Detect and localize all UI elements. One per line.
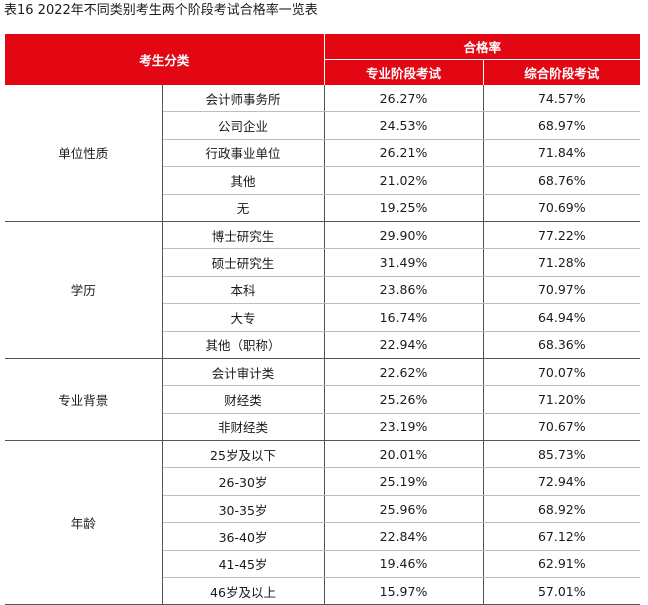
row-label: 会计师事务所 [162, 85, 325, 113]
table-row: 36-40岁 22.84% 67.12% [5, 522, 641, 551]
professional-rate: 29.90% [324, 221, 484, 250]
comprehensive-rate: 67.12% [483, 522, 641, 551]
professional-rate: 24.53% [324, 111, 484, 140]
table-row: 公司企业 24.53% 68.97% [5, 111, 641, 140]
comprehensive-rate: 74.57% [483, 85, 641, 113]
row-label: 26-30岁 [162, 467, 325, 496]
header-professional-stage: 专业阶段考试 [324, 59, 484, 85]
professional-rate: 21.02% [324, 166, 484, 195]
comprehensive-rate: 70.67% [483, 413, 641, 442]
row-label: 博士研究生 [162, 221, 325, 250]
professional-rate: 20.01% [324, 440, 484, 469]
table-header: 考生分类 合格率 专业阶段考试 综合阶段考试 [5, 34, 641, 85]
row-label: 财经类 [162, 385, 325, 414]
table-row: 财经类 25.26% 71.20% [5, 385, 641, 414]
professional-rate: 25.26% [324, 385, 484, 414]
table-row: 26-30岁 25.19% 72.94% [5, 467, 641, 496]
comprehensive-rate: 72.94% [483, 467, 641, 496]
header-pass-rate: 合格率 [324, 34, 641, 60]
table-row: 非财经类 23.19% 70.67% [5, 413, 641, 442]
professional-rate: 26.21% [324, 139, 484, 168]
comprehensive-rate: 70.69% [483, 194, 641, 222]
pass-rate-table: 考生分类 合格率 专业阶段考试 综合阶段考试 单位性质 会计师事务所 26.27% 7… [5, 34, 641, 605]
table-row: 年龄 25岁及以下 20.01% 85.73% [5, 440, 641, 605]
table-row: 行政事业单位 26.21% 71.84% [5, 139, 641, 168]
table-row: 单位性质 会计师事务所 26.27% 74.57% [5, 85, 641, 222]
professional-rate: 23.86% [324, 276, 484, 305]
header-category: 考生分类 [5, 34, 325, 85]
comprehensive-rate: 64.94% [483, 303, 641, 332]
professional-rate: 26.27% [324, 85, 484, 113]
comprehensive-rate: 71.84% [483, 139, 641, 168]
group-label: 专业背景 [5, 358, 163, 442]
row-label: 行政事业单位 [162, 139, 325, 168]
professional-rate: 22.84% [324, 522, 484, 551]
row-label: 36-40岁 [162, 522, 325, 551]
row-label: 非财经类 [162, 413, 325, 442]
comprehensive-rate: 68.97% [483, 111, 641, 140]
table-body: 单位性质 会计师事务所 26.27% 74.57% 公司企业 24.53% 68.97% 行政… [5, 85, 641, 605]
comprehensive-rate: 70.07% [483, 358, 641, 387]
comprehensive-rate: 68.36% [483, 331, 641, 359]
row-label: 会计审计类 [162, 358, 325, 387]
table-row: 30-35岁 25.96% 68.92% [5, 495, 641, 524]
table-row: 硕士研究生 31.49% 71.28% [5, 248, 641, 277]
comprehensive-rate: 70.97% [483, 276, 641, 305]
table-row: 41-45岁 19.46% 62.91% [5, 550, 641, 579]
table-row: 大专 16.74% 64.94% [5, 303, 641, 332]
group-label: 单位性质 [5, 85, 163, 222]
row-label: 30-35岁 [162, 495, 325, 524]
group-label: 学历 [5, 221, 163, 359]
professional-rate: 16.74% [324, 303, 484, 332]
professional-rate: 25.96% [324, 495, 484, 524]
row-label: 其他（职称） [162, 331, 325, 359]
row-label: 公司企业 [162, 111, 325, 140]
comprehensive-rate: 71.28% [483, 248, 641, 277]
row-label: 大专 [162, 303, 325, 332]
row-label: 46岁及以上 [162, 577, 325, 605]
table-row: 专业背景 会计审计类 22.62% 70.07% [5, 358, 641, 442]
row-label: 无 [162, 194, 325, 222]
comprehensive-rate: 77.22% [483, 221, 641, 250]
comprehensive-rate: 71.20% [483, 385, 641, 414]
professional-rate: 31.49% [324, 248, 484, 277]
row-label: 41-45岁 [162, 550, 325, 579]
comprehensive-rate: 57.01% [483, 577, 641, 605]
header-comprehensive-stage: 综合阶段考试 [483, 59, 641, 85]
comprehensive-rate: 62.91% [483, 550, 641, 579]
table-caption: 表16 2022年不同类别考生两个阶段考试合格率一览表 [4, 3, 318, 18]
table-row: 学历 博士研究生 29.90% 77.22% [5, 221, 641, 359]
professional-rate: 22.94% [324, 331, 484, 359]
professional-rate: 19.46% [324, 550, 484, 579]
table-row: 无 19.25% 70.69% [5, 194, 641, 222]
group-label: 年龄 [5, 440, 163, 605]
table-row: 本科 23.86% 70.97% [5, 276, 641, 305]
row-label: 本科 [162, 276, 325, 305]
professional-rate: 15.97% [324, 577, 484, 605]
comprehensive-rate: 68.92% [483, 495, 641, 524]
row-label: 其他 [162, 166, 325, 195]
professional-rate: 25.19% [324, 467, 484, 496]
professional-rate: 23.19% [324, 413, 484, 442]
comprehensive-rate: 68.76% [483, 166, 641, 195]
row-label: 硕士研究生 [162, 248, 325, 277]
professional-rate: 19.25% [324, 194, 484, 222]
row-label: 25岁及以下 [162, 440, 325, 469]
table-row: 其他（职称） 22.94% 68.36% [5, 331, 641, 359]
professional-rate: 22.62% [324, 358, 484, 387]
comprehensive-rate: 85.73% [483, 440, 641, 469]
table-row: 其他 21.02% 68.76% [5, 166, 641, 195]
